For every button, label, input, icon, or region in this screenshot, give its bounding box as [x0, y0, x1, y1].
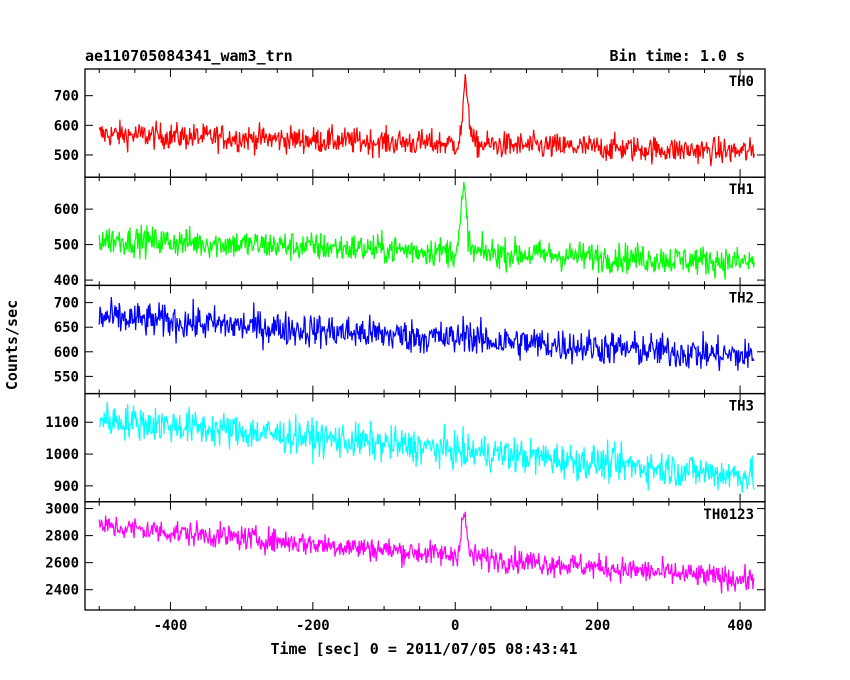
- y-tick-label: 1100: [45, 415, 79, 431]
- series-line-th0: [98, 74, 755, 167]
- y-tick-label: 900: [54, 479, 79, 495]
- series-line-th2: [98, 296, 755, 371]
- x-tick-label: 0: [451, 618, 459, 634]
- y-tick-label: 500: [54, 238, 79, 254]
- y-tick-label: 550: [54, 369, 79, 385]
- series-line-th3: [98, 401, 755, 493]
- panel-label-th0123: TH0123: [703, 507, 754, 523]
- panel-frame-th0123: [84, 501, 766, 611]
- series-line-th1: [98, 181, 755, 280]
- y-axis-label: Counts/sec: [3, 300, 21, 390]
- y-tick-label: 2800: [45, 529, 79, 545]
- y-tick-label: 600: [54, 118, 79, 134]
- observation-title: ae110705084341_wam3_trn: [85, 47, 293, 65]
- y-tick-label: 700: [54, 89, 79, 105]
- y-tick-label: 600: [54, 345, 79, 361]
- panel-label-th3: TH3: [729, 399, 754, 415]
- y-tick-label: 500: [54, 148, 79, 164]
- y-tick-label: 2600: [45, 556, 79, 572]
- panel-label-th0: TH0: [729, 74, 754, 90]
- y-tick-label: 600: [54, 202, 79, 218]
- panels-group: TH0 500 600 700 TH1 400 500 600 TH2 550 600 650 700 T…: [45, 68, 766, 634]
- y-tick-label: 400: [54, 273, 79, 289]
- x-tick-label: 400: [727, 618, 752, 634]
- y-tick-label: 1000: [45, 447, 79, 463]
- y-tick-label: 2400: [45, 583, 79, 599]
- panel-frame-th3: [84, 392, 766, 503]
- x-tick-label: 200: [585, 618, 610, 634]
- x-tick-label: -400: [154, 618, 188, 634]
- series-line-th0123: [98, 511, 755, 594]
- y-tick-label: 700: [54, 296, 79, 312]
- y-tick-label: 3000: [45, 502, 79, 518]
- panel-label-th2: TH2: [729, 290, 754, 306]
- panel-label-th1: TH1: [729, 182, 754, 198]
- x-axis-label: Time [sec] 0 = 2011/07/05 08:43:41: [270, 640, 577, 658]
- panel-frame-th0: [84, 68, 766, 178]
- bin-time-label: Bin time: 1.0 s: [610, 47, 745, 65]
- x-tick-label: -200: [296, 618, 330, 634]
- y-tick-label: 650: [54, 320, 79, 336]
